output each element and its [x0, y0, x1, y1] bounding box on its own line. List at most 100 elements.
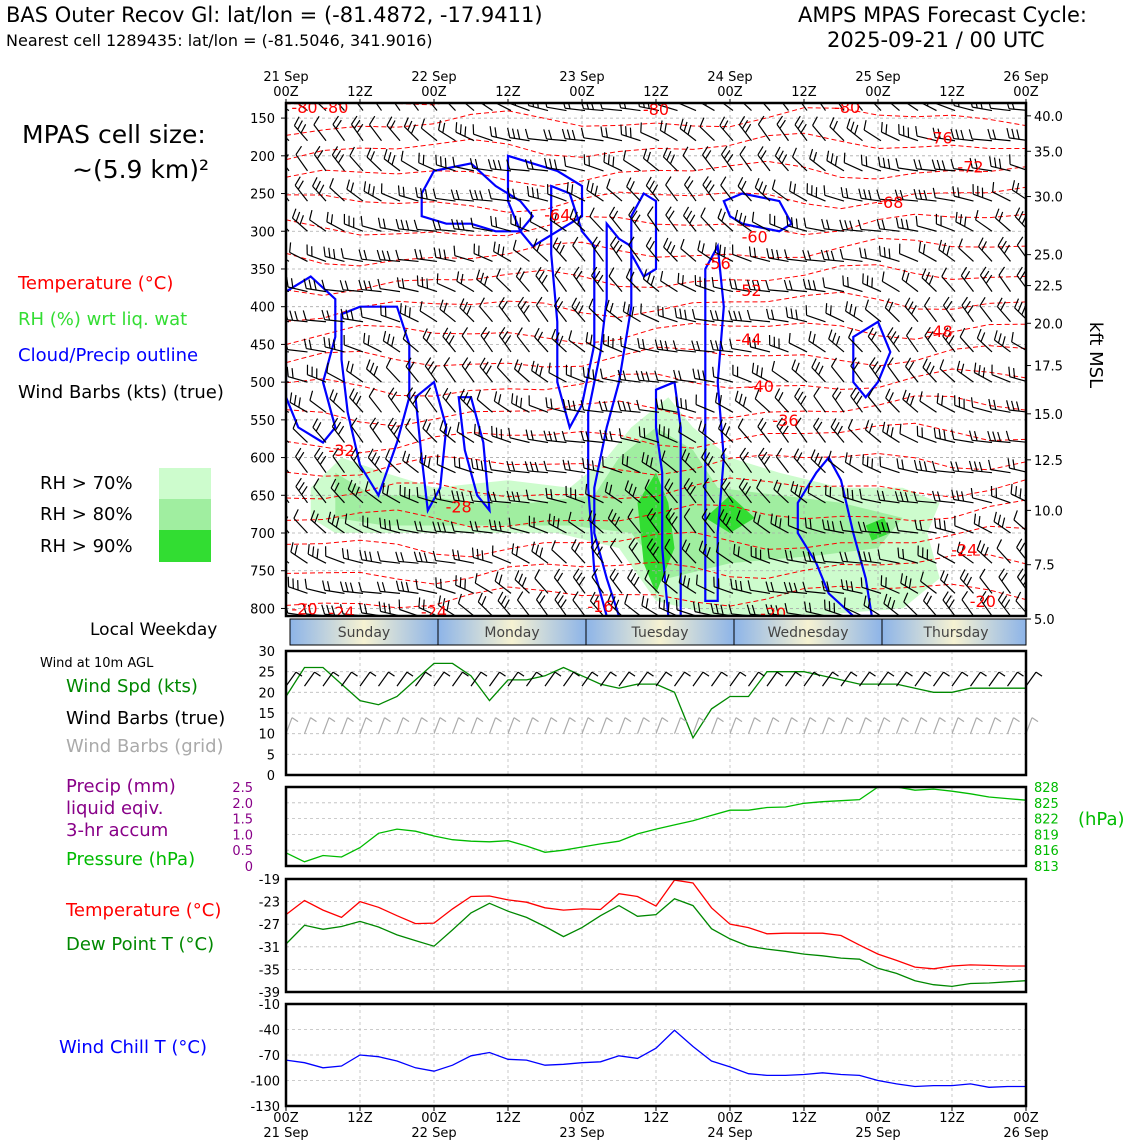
wind-barb-feather	[966, 576, 973, 587]
wind-barb	[951, 489, 974, 504]
wind-barb-staff	[399, 194, 419, 202]
wind-barb-staff	[768, 289, 789, 293]
wind-barb-feather	[363, 603, 368, 614]
wind-barb	[757, 417, 771, 443]
wind-barb-grid	[507, 717, 515, 734]
wind-barb	[840, 579, 863, 594]
wind-barb-staff	[844, 162, 863, 172]
wind-barb	[847, 418, 863, 443]
wind-barb	[498, 326, 512, 353]
wind-barb-feather	[863, 595, 867, 606]
wind-barb-staff	[898, 556, 919, 564]
wind-barb	[860, 577, 882, 594]
wind-barb-feather	[880, 122, 883, 133]
wind-barb-feather	[578, 576, 586, 586]
wind-barb	[751, 362, 771, 383]
wind-barb-feather	[849, 220, 854, 231]
wind-barb-feather	[992, 129, 997, 140]
wind-barb-true-feather	[499, 671, 506, 677]
wind-barb	[990, 485, 1011, 504]
wind-barb-feather	[821, 218, 825, 229]
wind-barb-feather	[423, 552, 428, 563]
wind-barb-feather	[853, 391, 860, 401]
wind-barb-feather	[323, 246, 326, 257]
wind-barb	[683, 508, 697, 534]
pressure-tick-label: 825	[1034, 797, 1059, 812]
wind-barb	[433, 247, 456, 263]
wind-barb-feather	[556, 572, 564, 582]
wind-barb-feather	[988, 398, 992, 409]
wind-barb	[862, 273, 882, 293]
isotherm-line	[286, 525, 1026, 558]
wind-barb	[828, 329, 845, 353]
wind-barb-feather	[744, 123, 752, 134]
wind-barb-feather	[516, 491, 521, 502]
wind-barb	[608, 206, 623, 232]
wind-barb-staff	[1017, 576, 1026, 591]
wind-barb-grid-feather	[643, 717, 650, 723]
wind-barb	[931, 460, 956, 474]
wind-barb-grid	[414, 717, 423, 734]
wind-barb-feather	[679, 118, 684, 129]
wind-barb-feather	[426, 278, 429, 289]
weekday-label: Sunday	[338, 625, 390, 641]
wind-barb-feather	[720, 477, 728, 487]
wind-barb-grid-feather	[569, 717, 576, 723]
wind-barb-feather	[830, 250, 835, 261]
wind-barb-feather	[897, 547, 900, 558]
wind-barb-staff	[349, 155, 364, 172]
wind-barb-feather	[498, 326, 506, 337]
cloud-outline	[420, 162, 535, 233]
wind-barb	[738, 115, 752, 142]
wind-barb-feather	[353, 451, 360, 462]
wind-barb-staff	[991, 495, 1011, 504]
wind-barb-staff	[345, 522, 364, 534]
wind-barb-feather	[904, 575, 908, 586]
wind-barb-feather	[315, 180, 321, 191]
wind-barb	[904, 297, 919, 323]
wind-barb	[507, 127, 530, 142]
wind-barb-staff	[879, 198, 900, 202]
wind-barb-feather	[862, 454, 864, 465]
wind-barb	[442, 387, 456, 413]
wind-barb-feather	[778, 150, 784, 160]
wind-barb	[678, 572, 697, 594]
wind-barb-feather	[874, 365, 882, 375]
wind-barb-staff	[362, 525, 382, 534]
wind-barb-feather	[516, 129, 521, 140]
wind-barb-staff	[972, 439, 993, 444]
wind-barb	[287, 576, 308, 594]
wind-barb-staff	[916, 135, 937, 142]
wind-barb-grid	[821, 717, 830, 734]
wind-barb	[920, 103, 937, 112]
wind-barb-feather	[751, 362, 755, 373]
wind-barb-feather	[987, 128, 992, 139]
wind-barb-staff	[644, 578, 660, 594]
wind-barb-staff	[881, 131, 900, 142]
wind-barb-feather	[381, 250, 386, 261]
wind-barb-staff	[733, 553, 752, 564]
wind-barb-staff	[398, 286, 419, 293]
wind-barb	[399, 303, 419, 323]
wind-barb-staff	[791, 368, 808, 383]
wind-barb	[480, 326, 493, 353]
wind-barb-feather	[515, 545, 519, 556]
wind-barb-true	[544, 671, 556, 687]
wind-barb-staff	[700, 216, 715, 232]
wind-barb-feather	[558, 335, 564, 346]
wind-barb-feather	[814, 452, 820, 463]
isotherm-line	[286, 213, 1026, 237]
wind-barb	[459, 298, 475, 323]
wind-barb-feather	[414, 248, 418, 259]
wind-barb	[640, 122, 660, 142]
wind-barb-feather	[757, 514, 761, 525]
wind-barb-feather	[722, 512, 728, 523]
wind-barb	[682, 206, 697, 232]
wind-barb	[959, 327, 974, 353]
wind-barb-staff	[496, 367, 512, 383]
wind-barb-feather	[548, 431, 553, 442]
wind-barb-staff	[793, 457, 808, 474]
isotherm-line	[286, 186, 1026, 213]
wind-barb-feather	[888, 301, 894, 312]
wind-barb	[691, 340, 715, 353]
